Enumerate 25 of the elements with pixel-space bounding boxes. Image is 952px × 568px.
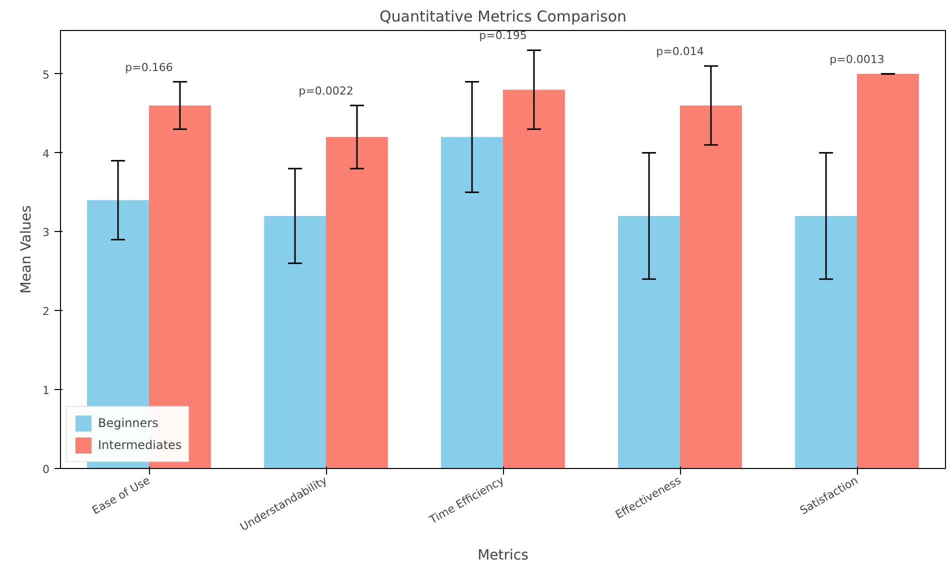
- y-axis-title: Mean Values: [18, 205, 34, 294]
- y-tick-label: 1: [42, 384, 50, 398]
- chart-title: Quantitative Metrics Comparison: [379, 8, 627, 26]
- bar: [326, 137, 388, 468]
- bar: [857, 74, 919, 468]
- legend-label: Beginners: [98, 416, 158, 430]
- annotation: p=0.014: [656, 45, 704, 58]
- x-tick-label: Ease of Use: [90, 474, 152, 518]
- bar: [618, 216, 680, 468]
- x-axis-title: Metrics: [478, 547, 528, 564]
- annotation: p=0.0013: [830, 52, 884, 66]
- y-tick-label: 0: [42, 463, 50, 476]
- y-tick-label: 3: [42, 226, 50, 240]
- bar: [503, 90, 565, 468]
- bar: [795, 216, 857, 468]
- legend-label: Intermediates: [98, 438, 182, 452]
- y-tick-label: 2: [42, 305, 50, 318]
- bar: [264, 216, 326, 468]
- y-tick-label: 5: [42, 68, 50, 82]
- annotation: p=0.166: [125, 60, 173, 74]
- bar: [441, 137, 503, 468]
- annotation: p=0.0022: [298, 84, 354, 98]
- annotation: p=0.195: [479, 29, 527, 42]
- bar: [680, 105, 742, 468]
- y-tick-label: 4: [42, 147, 50, 160]
